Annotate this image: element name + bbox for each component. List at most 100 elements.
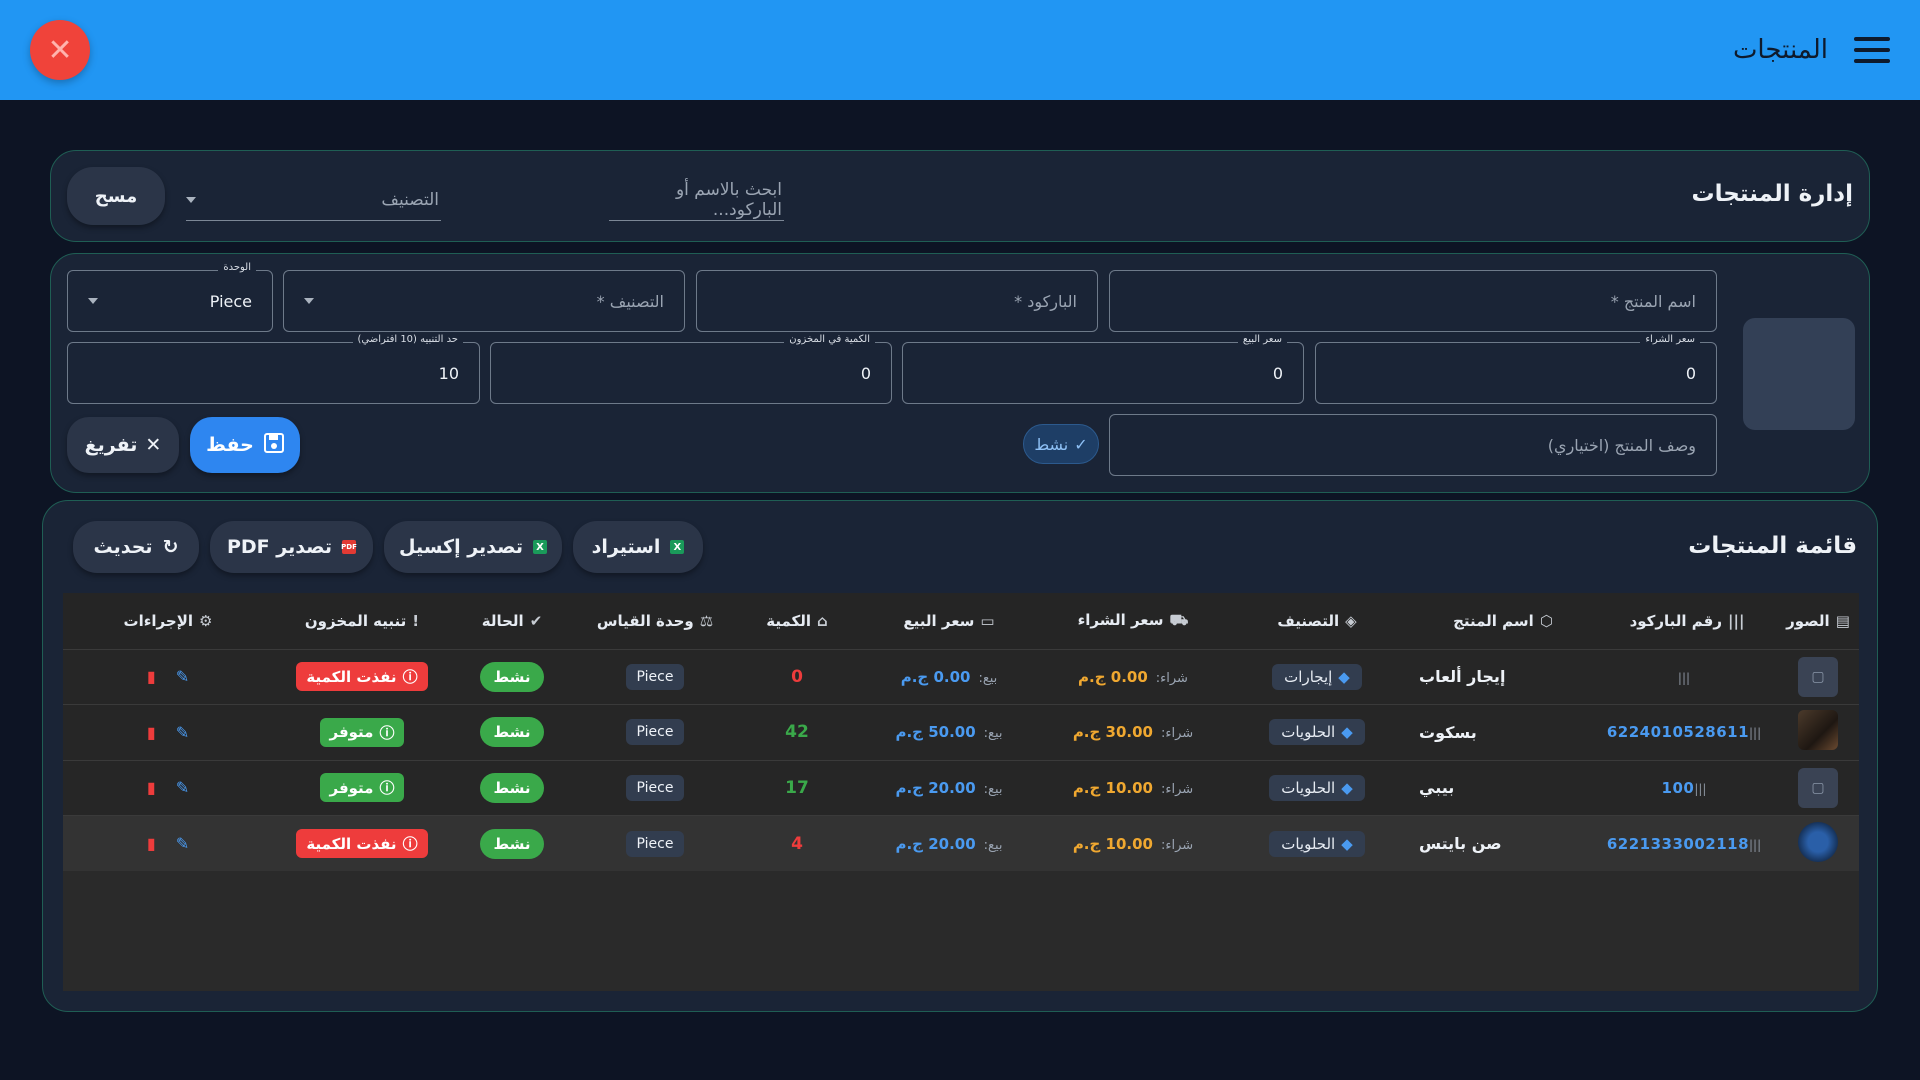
- alert-threshold-label: حد التنبيه (10 افتراضي): [352, 334, 463, 345]
- stock-alert-badge: ⓘ متوفر: [319, 717, 405, 747]
- export-excel-button[interactable]: X تصدير إكسيل: [384, 521, 562, 573]
- alert-circle-icon: ⓘ: [379, 723, 395, 742]
- unit-chip: Piece: [625, 774, 685, 801]
- product-photo[interactable]: [1798, 821, 1838, 862]
- export-pdf-button[interactable]: PDF تصدير PDF: [210, 521, 373, 573]
- save-button[interactable]: حفظ: [190, 417, 300, 473]
- search-input[interactable]: ابحث بالاسم أو الباركود...: [609, 179, 784, 221]
- delete-icon[interactable]: ▮: [146, 778, 156, 798]
- check-circle-icon: ✔: [529, 611, 543, 630]
- close-button[interactable]: ✕: [30, 20, 90, 80]
- product-name: صن بايتس: [1419, 834, 1502, 853]
- table-row[interactable]: ▢ ||| إيجار ألعاب ◆ إيجارات شراء: 0.00 ج.م…: [63, 649, 1859, 705]
- sell-price-value: 0: [1272, 363, 1283, 383]
- delete-icon[interactable]: ▮: [146, 722, 156, 742]
- buy-price: 0.00 ج.م: [1078, 667, 1148, 686]
- product-image-upload[interactable]: [1743, 318, 1855, 430]
- app-bar-title-group: المنتجات: [1733, 35, 1890, 65]
- sell-prefix: بيع:: [978, 670, 998, 686]
- product-name-placeholder: اسم المنتج *: [1610, 291, 1696, 311]
- alert-threshold-field[interactable]: حد التنبيه (10 افتراضي) 10: [67, 334, 480, 404]
- sell-prefix: بيع:: [983, 781, 1003, 797]
- app-bar: المنتجات ✕: [0, 0, 1920, 100]
- save-label: حفظ: [206, 434, 254, 456]
- menu-icon[interactable]: [1854, 37, 1890, 63]
- category-chip: ◆ الحلويات: [1269, 719, 1365, 746]
- buy-price-field[interactable]: سعر الشراء 0: [1315, 334, 1717, 404]
- cash-register-icon: ▭: [980, 611, 995, 630]
- refresh-icon: ↻: [162, 536, 179, 558]
- category-chip: ◆ الحلويات: [1269, 830, 1365, 857]
- col-qty: ⌂الكمية: [766, 611, 828, 630]
- description-field[interactable]: وصف المنتج (اختياري): [1109, 414, 1717, 476]
- product-name: بيبي: [1419, 778, 1455, 798]
- quantity: 0: [791, 666, 803, 687]
- image-placeholder-icon[interactable]: ▢: [1798, 656, 1838, 697]
- product-list-card: قائمة المنتجات X استيراد X تصدير إكسيل P…: [42, 500, 1878, 1012]
- products-table: ▤الصور |||رقم الباركود ⬡اسم المنتج ◈التص…: [63, 593, 1859, 991]
- table-header-row: ▤الصور |||رقم الباركود ⬡اسم المنتج ◈التص…: [63, 593, 1859, 649]
- alert-circle-icon: ⓘ: [402, 668, 418, 687]
- buy-prefix: شراء:: [1161, 837, 1194, 853]
- edit-icon[interactable]: ✎: [175, 778, 190, 798]
- barcode-icon: |||: [1749, 837, 1762, 852]
- buy-prefix: شراء:: [1161, 726, 1194, 742]
- barcode-field[interactable]: الباركود *: [696, 270, 1098, 332]
- barcode-value: 100: [1661, 778, 1695, 797]
- tag-icon: ◆: [1338, 667, 1350, 686]
- sell-price-field[interactable]: سعر البيع 0: [902, 334, 1304, 404]
- export-excel-label: تصدير إكسيل: [399, 536, 524, 558]
- active-toggle-chip[interactable]: ✓ نشط: [1023, 424, 1099, 464]
- buy-price: 10.00 ج.م: [1072, 834, 1153, 853]
- chevron-down-icon: [88, 298, 98, 304]
- delete-icon[interactable]: ▮: [146, 834, 156, 853]
- import-button[interactable]: X استيراد: [573, 521, 703, 573]
- product-name-field[interactable]: اسم المنتج *: [1109, 270, 1717, 332]
- category-chip: ◆ الحلويات: [1269, 774, 1365, 801]
- edit-icon[interactable]: ✎: [175, 667, 190, 687]
- sell-price: 20.00 ج.م: [895, 778, 976, 797]
- alert-circle-icon: !: [412, 611, 420, 630]
- alert-threshold-value: 10: [438, 363, 459, 383]
- chevron-down-icon: [186, 196, 196, 203]
- edit-icon[interactable]: ✎: [175, 722, 190, 742]
- stock-qty-field[interactable]: الكمية في المخزون 0: [490, 334, 892, 404]
- table-row[interactable]: |||6224010528611 بسكوت ◆ الحلويات شراء: 30…: [63, 704, 1859, 760]
- buy-prefix: شراء:: [1161, 781, 1194, 797]
- sell-prefix: بيع:: [983, 837, 1003, 853]
- col-sell: ▭سعر البيع: [903, 611, 995, 630]
- product-photo[interactable]: [1798, 710, 1838, 751]
- reset-label: تفريغ: [84, 434, 138, 456]
- reset-button[interactable]: ✕ تفريغ: [67, 417, 179, 473]
- table-row[interactable]: ▢ |||100 بيبي ◆ الحلويات شراء: 10.00 ج.م ب…: [63, 760, 1859, 816]
- sell-price: 20.00 ج.م: [895, 834, 976, 853]
- sell-price-label: سعر البيع: [1237, 334, 1287, 345]
- buy-price-label: سعر الشراء: [1640, 334, 1700, 345]
- status-badge: نشط: [479, 828, 545, 859]
- refresh-button[interactable]: ↻ تحديث: [73, 521, 199, 573]
- category-filter-select[interactable]: التصنيف: [186, 179, 441, 221]
- alert-circle-icon: ⓘ: [402, 835, 418, 853]
- buy-price-value: 0: [1685, 363, 1696, 383]
- unit-chip: Piece: [625, 663, 685, 690]
- unit-select[interactable]: الوحدة Piece: [67, 262, 273, 332]
- box-icon: ⬡: [1539, 611, 1553, 630]
- table-row[interactable]: |||6221333002118 صن بايتس ◆ الحلويات شراء…: [63, 815, 1859, 871]
- unit-chip: Piece: [625, 719, 685, 746]
- col-images: ▤الصور: [1786, 611, 1850, 630]
- page-title: المنتجات: [1732, 35, 1828, 65]
- quantity: 4: [791, 833, 803, 854]
- delete-icon[interactable]: ▮: [146, 667, 156, 687]
- cart-icon: ⛟: [1169, 610, 1189, 629]
- barcode-icon: |||: [1749, 726, 1762, 741]
- unit-value: Piece: [209, 291, 252, 311]
- category-placeholder: التصنيف *: [596, 291, 664, 311]
- tag-icon: ◆: [1341, 723, 1353, 742]
- tag-icon: ◆: [1341, 778, 1353, 797]
- col-category: ◈التصنيف: [1277, 611, 1357, 630]
- clear-button[interactable]: مسح: [67, 167, 165, 225]
- edit-icon[interactable]: ✎: [175, 834, 190, 853]
- category-select[interactable]: التصنيف *: [283, 270, 685, 332]
- image-placeholder-icon[interactable]: ▢: [1798, 767, 1838, 808]
- col-status: ✔الحالة: [481, 611, 543, 630]
